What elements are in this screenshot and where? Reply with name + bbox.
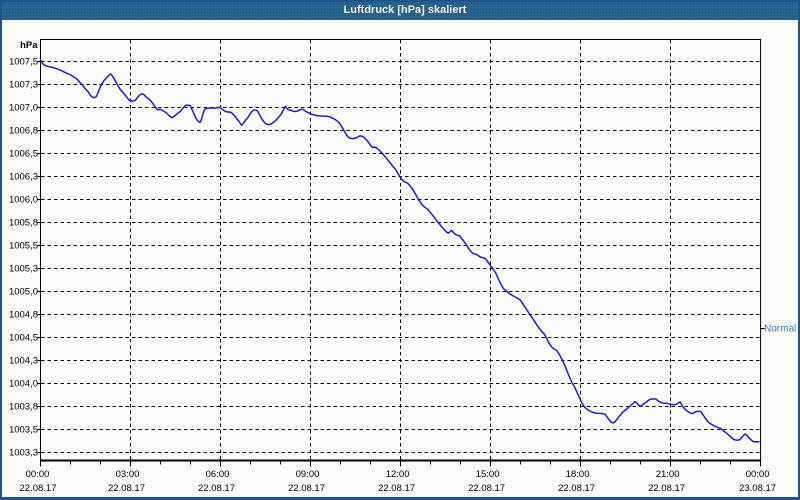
- svg-text:22.08.17: 22.08.17: [108, 483, 145, 494]
- svg-text:1004,0: 1004,0: [9, 378, 38, 389]
- svg-text:Normal: Normal: [764, 324, 796, 335]
- svg-text:1003,5: 1003,5: [9, 424, 38, 435]
- svg-text:1004,8: 1004,8: [9, 309, 38, 320]
- svg-text:1005,0: 1005,0: [9, 286, 38, 297]
- svg-text:22.08.17: 22.08.17: [288, 483, 325, 494]
- svg-text:22.08.17: 22.08.17: [198, 483, 235, 494]
- svg-text:03:00: 03:00: [116, 469, 140, 480]
- svg-text:1006,0: 1006,0: [9, 194, 38, 205]
- svg-text:00:00: 00:00: [26, 469, 50, 480]
- svg-text:1006,5: 1006,5: [9, 148, 38, 159]
- svg-text:1005,8: 1005,8: [9, 217, 38, 228]
- svg-text:15:00: 15:00: [476, 469, 500, 480]
- svg-text:21:00: 21:00: [656, 469, 680, 480]
- svg-text:22.08.17: 22.08.17: [20, 483, 57, 494]
- svg-text:1004,5: 1004,5: [9, 332, 38, 343]
- svg-text:1006,3: 1006,3: [9, 171, 38, 182]
- svg-text:00:00: 00:00: [746, 469, 770, 480]
- svg-text:06:00: 06:00: [206, 469, 230, 480]
- svg-text:22.08.17: 22.08.17: [648, 483, 685, 494]
- svg-text:1006,8: 1006,8: [9, 125, 38, 136]
- svg-text:hPa: hPa: [20, 40, 38, 51]
- svg-text:1007,0: 1007,0: [9, 102, 38, 113]
- svg-text:1004,3: 1004,3: [9, 355, 38, 366]
- svg-text:1007,5: 1007,5: [9, 56, 38, 67]
- svg-text:1003,8: 1003,8: [9, 401, 38, 412]
- svg-text:1007,3: 1007,3: [9, 79, 38, 90]
- svg-text:09:00: 09:00: [296, 469, 320, 480]
- svg-text:12:00: 12:00: [386, 469, 410, 480]
- svg-text:23.08.17: 23.08.17: [739, 483, 776, 494]
- svg-text:22.08.17: 22.08.17: [378, 483, 415, 494]
- svg-text:1003,3: 1003,3: [9, 447, 38, 458]
- svg-text:18:00: 18:00: [566, 469, 590, 480]
- svg-text:22.08.17: 22.08.17: [558, 483, 595, 494]
- svg-text:22.08.17: 22.08.17: [468, 483, 505, 494]
- svg-text:1005,5: 1005,5: [9, 240, 38, 251]
- svg-text:1005,3: 1005,3: [9, 263, 38, 274]
